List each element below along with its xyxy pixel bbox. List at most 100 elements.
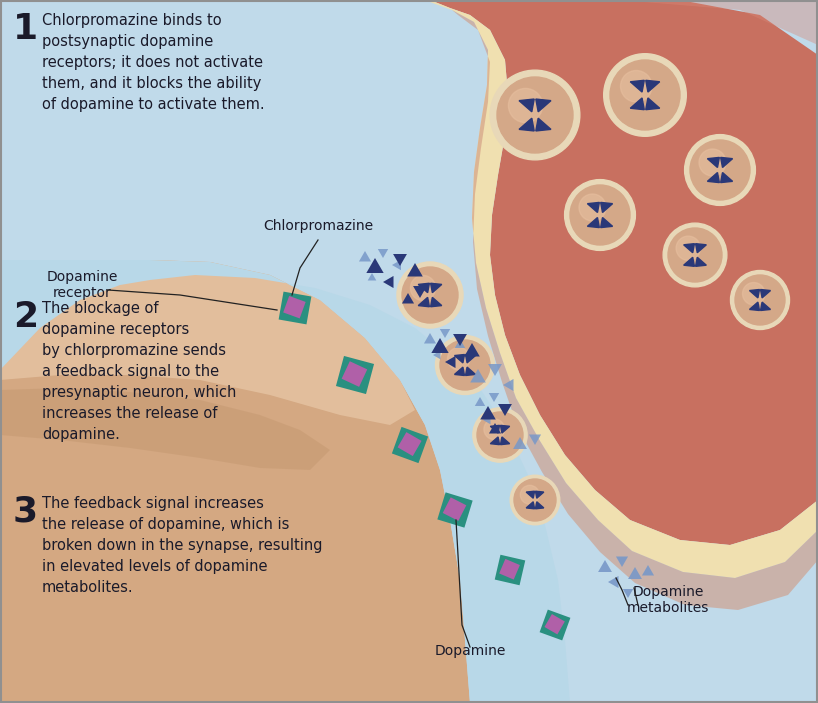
Circle shape (514, 479, 556, 521)
Polygon shape (721, 157, 733, 167)
Polygon shape (392, 427, 428, 463)
Circle shape (484, 419, 505, 439)
Circle shape (411, 276, 436, 301)
Circle shape (730, 271, 789, 330)
Polygon shape (279, 292, 312, 324)
Polygon shape (489, 423, 501, 434)
Text: Dopamine
receptor: Dopamine receptor (47, 270, 118, 300)
Polygon shape (465, 354, 475, 363)
Polygon shape (684, 244, 694, 253)
Polygon shape (413, 286, 427, 298)
Text: 1: 1 (13, 12, 38, 46)
Polygon shape (455, 339, 465, 348)
Polygon shape (453, 334, 467, 346)
Polygon shape (488, 364, 502, 376)
Circle shape (473, 408, 527, 462)
Polygon shape (495, 555, 525, 586)
Circle shape (397, 262, 463, 328)
Polygon shape (499, 559, 520, 579)
Polygon shape (501, 425, 510, 433)
Polygon shape (708, 172, 719, 183)
Polygon shape (430, 0, 818, 545)
Circle shape (699, 149, 726, 176)
Circle shape (440, 340, 490, 390)
Polygon shape (430, 283, 442, 292)
Circle shape (509, 89, 542, 122)
Polygon shape (490, 0, 818, 45)
Polygon shape (540, 610, 570, 640)
Polygon shape (393, 254, 407, 266)
Text: The feedback signal increases
the release of dopamine, which is
broken down in t: The feedback signal increases the releas… (42, 496, 322, 595)
Polygon shape (443, 497, 466, 521)
Text: Dopamine: Dopamine (434, 644, 506, 658)
Circle shape (690, 140, 750, 200)
Polygon shape (342, 361, 367, 387)
Polygon shape (464, 343, 480, 356)
Polygon shape (283, 296, 306, 318)
Circle shape (685, 134, 755, 205)
Polygon shape (600, 217, 613, 228)
Text: The blockage of
dopamine receptors
by chlorpromazine sends
a feedback signal to : The blockage of dopamine receptors by ch… (42, 301, 236, 442)
Polygon shape (490, 425, 500, 433)
Polygon shape (0, 260, 470, 703)
Polygon shape (526, 491, 534, 498)
Polygon shape (455, 354, 465, 363)
Polygon shape (695, 244, 706, 253)
Polygon shape (749, 290, 759, 298)
Polygon shape (684, 257, 694, 266)
Polygon shape (616, 557, 628, 567)
Circle shape (520, 485, 539, 504)
Polygon shape (418, 297, 429, 307)
Polygon shape (445, 356, 456, 368)
Polygon shape (761, 290, 771, 298)
Polygon shape (519, 99, 534, 112)
Polygon shape (519, 118, 534, 131)
Circle shape (402, 267, 458, 323)
Polygon shape (628, 567, 642, 579)
Polygon shape (398, 432, 421, 456)
Circle shape (490, 70, 580, 160)
Polygon shape (0, 260, 415, 425)
Polygon shape (513, 437, 527, 449)
Text: 3: 3 (13, 495, 38, 529)
Circle shape (735, 275, 785, 325)
Polygon shape (407, 263, 423, 276)
Circle shape (604, 53, 686, 136)
Text: Chlorpromazine binds to
postsynaptic dopamine
receptors; it does not activate
th: Chlorpromazine binds to postsynaptic dop… (42, 13, 265, 112)
Polygon shape (378, 249, 389, 258)
Polygon shape (455, 367, 465, 375)
Circle shape (477, 412, 523, 458)
Polygon shape (503, 379, 514, 391)
Polygon shape (483, 415, 491, 425)
Polygon shape (695, 257, 706, 266)
Polygon shape (642, 565, 654, 576)
Polygon shape (631, 80, 645, 92)
Circle shape (510, 475, 560, 524)
Polygon shape (545, 614, 564, 634)
Text: Dopamine
metabolites: Dopamine metabolites (627, 585, 709, 615)
Polygon shape (474, 397, 485, 406)
Polygon shape (418, 283, 429, 292)
Polygon shape (359, 251, 371, 262)
Polygon shape (598, 560, 612, 572)
Circle shape (610, 60, 680, 130)
Polygon shape (430, 297, 442, 307)
Polygon shape (383, 276, 393, 288)
Polygon shape (721, 172, 733, 183)
Polygon shape (761, 302, 771, 311)
Polygon shape (501, 437, 510, 445)
Polygon shape (587, 217, 600, 228)
Polygon shape (489, 393, 499, 402)
Text: Chlorpromazine: Chlorpromazine (263, 219, 373, 233)
Polygon shape (536, 118, 551, 131)
Polygon shape (536, 99, 551, 112)
Circle shape (676, 236, 700, 260)
Polygon shape (529, 434, 541, 445)
Polygon shape (431, 338, 448, 353)
Circle shape (564, 179, 636, 250)
Polygon shape (415, 0, 818, 578)
Polygon shape (367, 273, 376, 280)
Polygon shape (587, 202, 600, 212)
Circle shape (621, 70, 652, 102)
Polygon shape (366, 258, 384, 273)
